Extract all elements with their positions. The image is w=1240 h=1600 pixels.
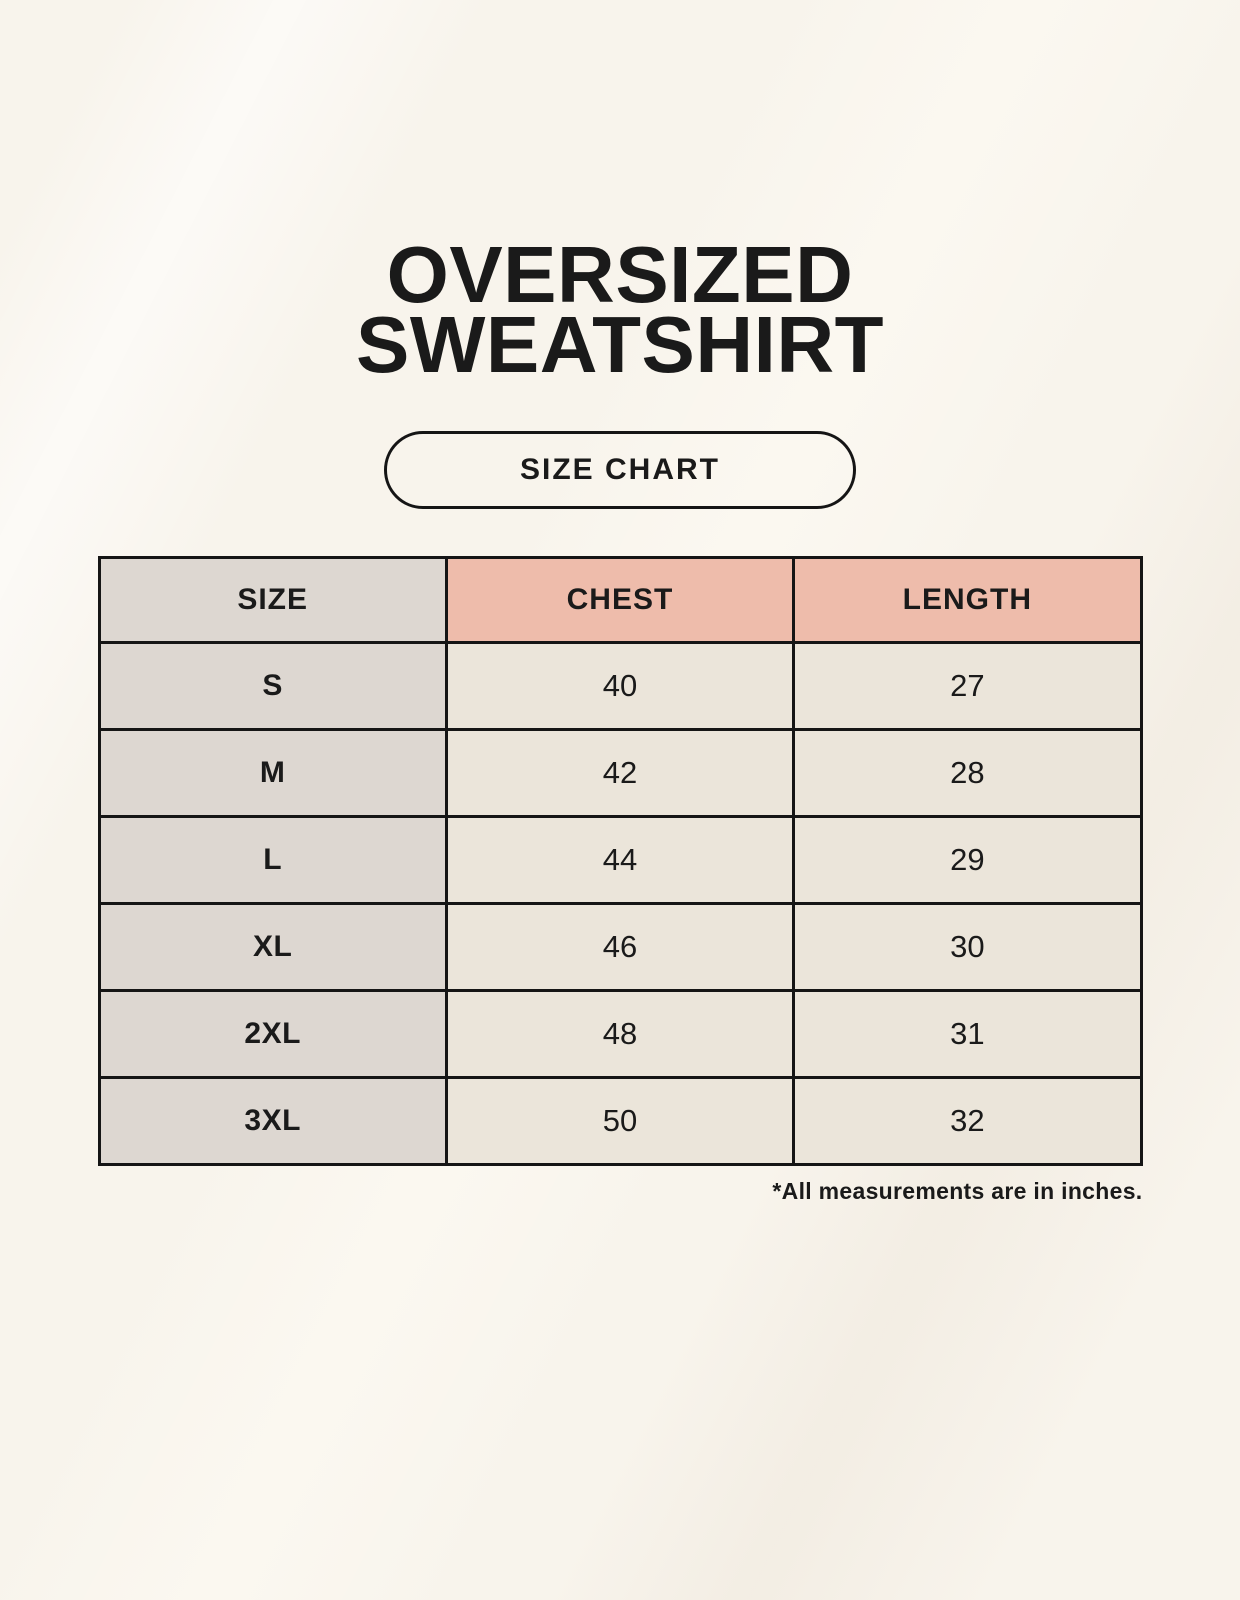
size-cell: S [97, 640, 448, 731]
page-title-line1: OVERSIZED [386, 230, 854, 319]
length-cell: 31 [792, 988, 1143, 1079]
column-header-chest: CHEST [444, 555, 796, 644]
length-cell: 27 [792, 640, 1143, 731]
table-row: 2XL 48 31 [97, 988, 1143, 1079]
size-cell: 2XL [97, 988, 448, 1079]
size-chart-badge-label: SIZE CHART [520, 452, 720, 486]
chest-cell: 48 [444, 988, 796, 1079]
chest-cell: 40 [444, 640, 796, 731]
chest-cell: 50 [444, 1075, 796, 1166]
chest-cell: 44 [444, 814, 796, 905]
length-cell: 29 [792, 814, 1143, 905]
size-table: SIZE CHEST LENGTH S 40 27 M 42 28 L [97, 555, 1143, 1166]
page-title-line2: SWEATSHIRT [356, 300, 884, 390]
table-row: M 42 28 [97, 727, 1143, 818]
table-row: S 40 27 [97, 640, 1143, 731]
table-header-row: SIZE CHEST LENGTH [97, 555, 1143, 644]
size-cell: 3XL [97, 1075, 448, 1166]
length-cell: 28 [792, 727, 1143, 818]
length-cell: 30 [792, 901, 1143, 992]
size-cell: L [97, 814, 448, 905]
chest-cell: 42 [444, 727, 796, 818]
size-chart-badge[interactable]: SIZE CHART [384, 430, 856, 509]
table-row: L 44 29 [97, 814, 1143, 905]
length-cell: 32 [792, 1075, 1143, 1166]
measurement-note: *All measurements are in inches. [772, 1177, 1143, 1204]
page-title: OVERSIZED SWEATSHIRT [0, 0, 1240, 390]
size-cell: XL [97, 901, 448, 992]
size-table-container: SIZE CHEST LENGTH S 40 27 M 42 28 L [97, 555, 1143, 1166]
column-header-length: LENGTH [792, 555, 1143, 644]
table-row: 3XL 50 32 [97, 1075, 1143, 1166]
table-row: XL 46 30 [97, 901, 1143, 992]
chest-cell: 46 [444, 901, 796, 992]
size-cell: M [97, 727, 448, 818]
column-header-size: SIZE [97, 555, 448, 644]
